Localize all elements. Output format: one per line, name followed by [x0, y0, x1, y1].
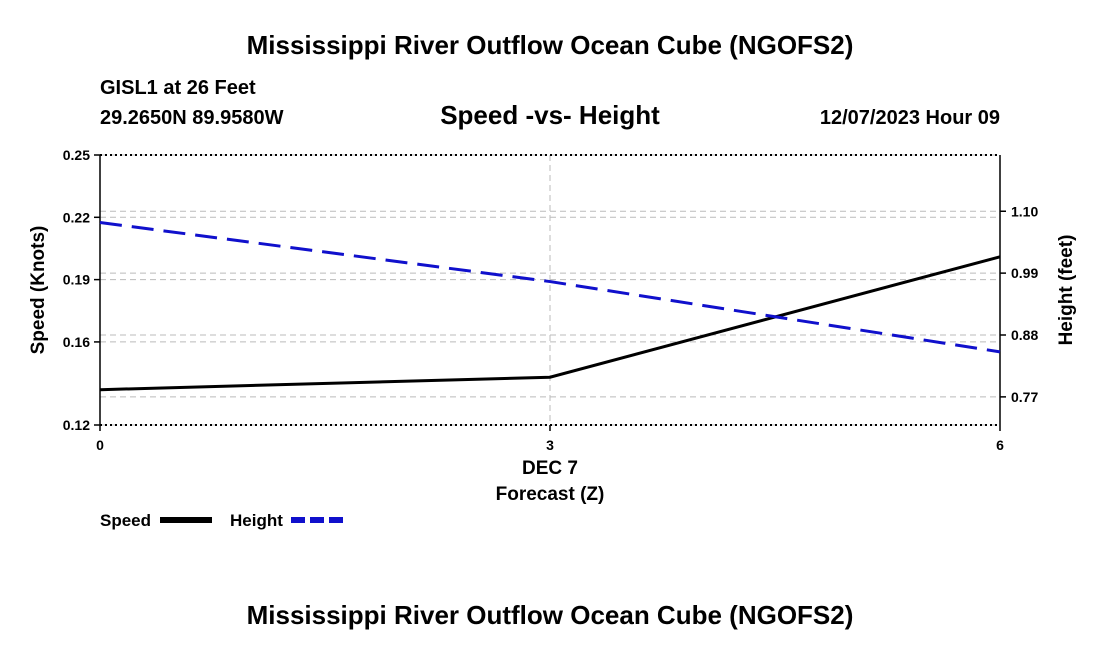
x-tick-label-1: 3: [546, 437, 554, 453]
forecast-datetime: 12/07/2023 Hour 09: [819, 107, 1000, 129]
y-right-tick-label-3: 1.10: [1011, 203, 1038, 219]
x-axis-label: Forecast (Z): [496, 484, 605, 505]
x-tick-label-0: 0: [96, 437, 104, 453]
series-line-height: [99, 221, 1001, 354]
footer-title: Mississippi River Outflow Ocean Cube (NG…: [246, 600, 854, 630]
y-right-tick-label-2: 0.99: [1011, 265, 1038, 281]
legend-label-speed: Speed: [100, 511, 151, 530]
station-label: GISL1 at 26 Feet: [100, 77, 256, 99]
y-right-tick-label-0: 0.77: [1011, 389, 1038, 405]
y-left-tick-label-2: 0.19: [63, 272, 90, 288]
x-tick-label-2: 6: [996, 437, 1004, 453]
x-date-label: DEC 7: [522, 458, 578, 479]
legend-label-height: Height: [230, 511, 283, 530]
y-left-tick-label-1: 0.16: [63, 334, 90, 350]
coordinates-label: 29.2650N 89.9580W: [100, 107, 284, 129]
main-title: Mississippi River Outflow Ocean Cube (NG…: [246, 30, 854, 60]
series-line-speed: [99, 255, 1001, 392]
y-right-tick-label-1: 0.88: [1011, 327, 1038, 343]
y-left-tick-label-3: 0.22: [63, 209, 90, 225]
y-left-tick-label-0: 0.12: [63, 417, 90, 433]
y-left-tick-label-4: 0.25: [63, 147, 90, 163]
y-left-axis-label: Speed (Knots): [28, 226, 49, 355]
y-right-axis-label: Height (feet): [1056, 235, 1077, 346]
chart-title: Speed -vs- Height: [440, 100, 660, 130]
